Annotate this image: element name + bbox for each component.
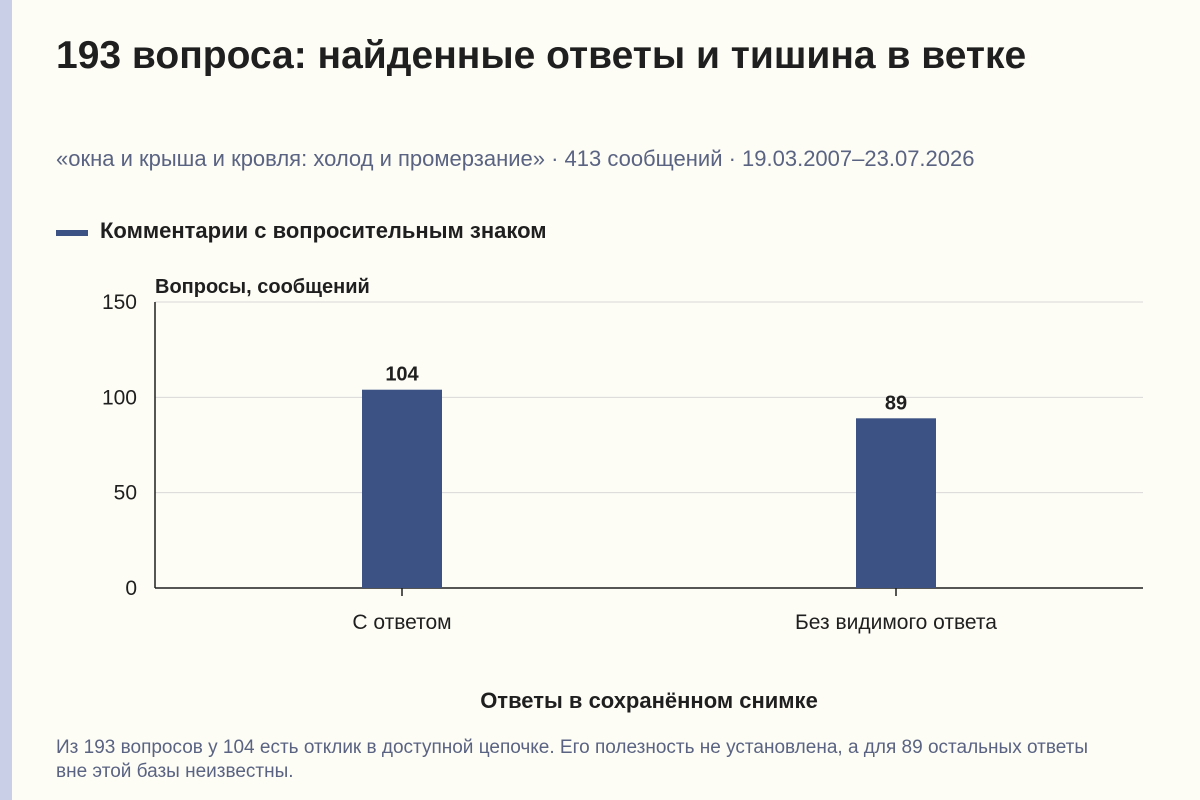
page-title: 193 вопроса: найденные ответы и тишина в… <box>56 34 1027 77</box>
bar-data-label: 104 <box>385 364 419 386</box>
page-subtitle: «окна и крыша и кровля: холод и промерза… <box>56 146 975 171</box>
x-tick-label: Без видимого ответа <box>795 611 997 634</box>
y-tick-label: 0 <box>125 577 137 600</box>
y-tick-label: 50 <box>114 482 137 505</box>
bar <box>856 418 936 588</box>
accent-strip <box>0 0 12 800</box>
chart-caption: Из 193 вопросов у 104 есть отклик в дост… <box>56 737 1089 782</box>
bar-chart: 0 50 100 150 Вопросы, сообщений 104 С ответом 8… <box>102 276 1143 713</box>
legend-swatch <box>56 230 88 236</box>
x-tick-label: С ответом <box>352 611 451 634</box>
bar <box>362 389 442 588</box>
x-axis-label: Ответы в сохранённом снимке <box>480 688 818 713</box>
legend-label: Комментарии с вопросительным знаком <box>100 218 547 243</box>
y-axis-label: Вопросы, сообщений <box>155 276 370 298</box>
chart-legend: Комментарии с вопросительным знаком <box>56 218 547 244</box>
y-tick-label: 100 <box>102 386 137 409</box>
y-tick-label: 150 <box>102 291 137 314</box>
bar-data-label: 89 <box>885 392 907 414</box>
